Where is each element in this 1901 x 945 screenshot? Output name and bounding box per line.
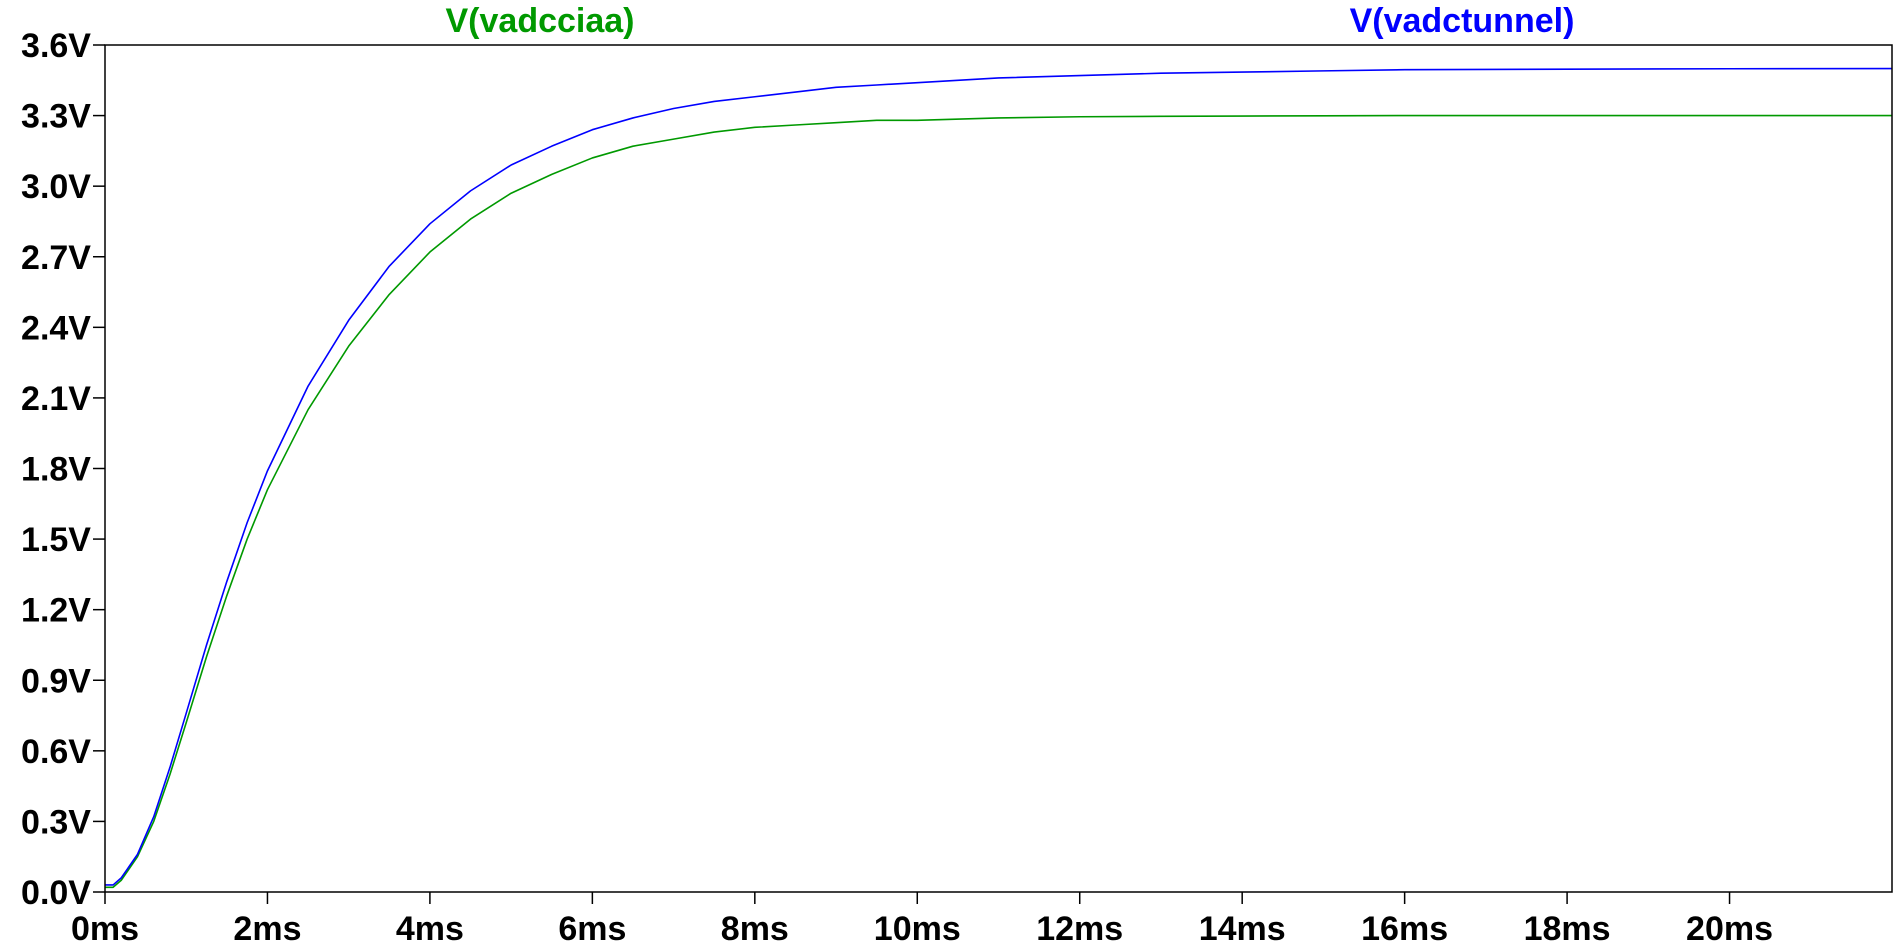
x-tick-label: 8ms [721,910,789,945]
legend-entry[interactable]: V(vadctunnel) [1350,2,1575,40]
y-tick-label: 2.7V [21,239,91,277]
y-tick-label: 1.8V [21,451,91,489]
x-tick-label: 18ms [1524,910,1611,945]
legend-layer: V(vadcciaa) V(vadctunnel) [446,2,1575,40]
series-line-v-vadcciaa [105,114,1892,889]
x-tick-label: 10ms [874,910,961,945]
x-tick-label: 14ms [1199,910,1286,945]
y-tick-label: 2.1V [21,380,91,418]
x-tick-label: 6ms [558,910,626,945]
y-tick-label: 0.9V [21,662,91,700]
x-tick-label: 0ms [71,910,139,945]
y-tick-label: 2.4V [21,309,91,347]
axes-layer: 0.0V 0.3V 0.6V 0.9V 1.2V 1.5V 1.8V 2.1V 2.4V 2.7V… [21,27,1773,945]
y-tick-label: 3.3V [21,98,91,136]
x-tick-label: 20ms [1686,910,1773,945]
x-tick-label: 2ms [233,910,301,945]
y-tick-label: 3.0V [21,168,91,206]
x-tick-label: 12ms [1036,910,1123,945]
y-tick-label: 1.2V [21,592,91,630]
x-tick-label: 16ms [1361,910,1448,945]
legend-entry[interactable]: V(vadcciaa) [446,2,635,40]
x-tick-label: 4ms [396,910,464,945]
y-tick-label: 1.5V [21,521,91,559]
y-tick-label: 0.0V [21,874,91,912]
y-tick-label: 3.6V [21,27,91,65]
series-layer [105,67,1893,889]
y-tick-label: 0.6V [21,733,91,771]
series-line-v-vadctunnel [105,67,1893,886]
y-tick-label: 0.3V [21,803,91,841]
